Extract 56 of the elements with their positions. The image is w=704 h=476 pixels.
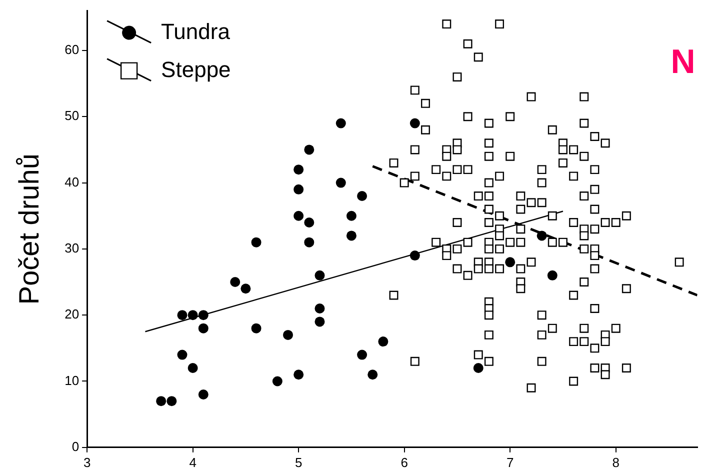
point — [304, 144, 314, 155]
point — [346, 210, 356, 221]
point — [198, 389, 208, 400]
y-axis-title: Počet druhů — [14, 154, 45, 305]
y-tick-label: 60 — [64, 42, 80, 58]
point — [536, 230, 547, 241]
point — [188, 310, 198, 320]
point — [314, 316, 325, 327]
point — [177, 350, 188, 360]
y-tick-label: 50 — [64, 108, 80, 124]
point — [304, 217, 314, 228]
x-tick-label: 6 — [400, 454, 408, 470]
point — [410, 118, 420, 128]
point — [294, 370, 304, 380]
y-tick-label: 10 — [64, 372, 80, 388]
x-tick-label: 7 — [506, 454, 514, 470]
point — [304, 237, 314, 248]
point — [473, 363, 484, 374]
point — [294, 164, 304, 175]
point — [505, 257, 516, 268]
legend-label: Tundra — [161, 18, 231, 44]
y-tick-label: 0 — [72, 438, 80, 454]
x-tick-label: 8 — [612, 454, 620, 470]
point — [410, 250, 420, 261]
point — [198, 310, 208, 320]
point — [240, 284, 251, 294]
point — [166, 396, 177, 406]
y-tick-label: 20 — [64, 306, 80, 322]
point — [230, 277, 240, 288]
point — [314, 270, 325, 280]
point — [547, 270, 558, 280]
point — [272, 376, 282, 386]
point — [336, 118, 346, 128]
point — [357, 350, 368, 360]
point — [314, 303, 325, 314]
y-tick-label: 40 — [64, 174, 80, 190]
point — [177, 310, 188, 320]
point — [336, 178, 346, 188]
point — [294, 210, 304, 221]
point — [378, 336, 388, 347]
point — [357, 191, 368, 202]
x-tick-label: 4 — [189, 454, 196, 470]
x-tick-label: 3 — [83, 454, 91, 470]
point — [251, 237, 262, 248]
point — [346, 230, 356, 241]
x-tick-label: 5 — [294, 454, 302, 470]
point — [283, 330, 294, 340]
legend-label: Steppe — [161, 56, 231, 82]
point — [156, 396, 166, 406]
point — [294, 184, 304, 194]
annotation: N — [670, 43, 696, 82]
point — [198, 323, 208, 334]
point — [251, 323, 262, 334]
point — [368, 370, 378, 380]
y-tick-label: 30 — [64, 240, 80, 256]
point — [188, 363, 198, 374]
